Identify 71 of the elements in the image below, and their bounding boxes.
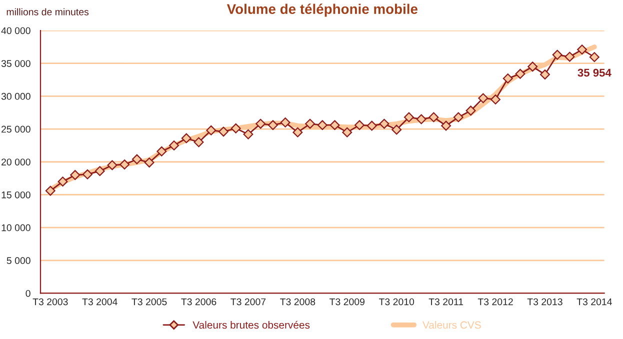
y-tick-label: 15 000: [2, 191, 30, 198]
point: [268, 120, 278, 130]
point: [132, 154, 142, 164]
point: [280, 117, 290, 128]
x-tick-label: T3 2013: [527, 298, 562, 306]
point: [342, 127, 352, 138]
point: [502, 73, 513, 84]
point: [82, 169, 92, 180]
point: [107, 160, 118, 170]
point: [45, 186, 56, 196]
x-tick-label: T3 2012: [478, 298, 513, 306]
x-tick-label: T3 2014: [576, 298, 612, 306]
x-tick-label: T3 2010: [378, 298, 414, 306]
point: [453, 112, 464, 122]
point: [194, 137, 204, 148]
point: [305, 118, 316, 129]
point: [416, 114, 426, 124]
point: [144, 158, 154, 168]
y-tick-label: 10 000: [2, 224, 30, 232]
point: [392, 124, 402, 135]
x-tick-label: T3 2003: [32, 298, 68, 306]
point: [206, 125, 216, 136]
legend-label: Valeurs brutes observées: [192, 320, 310, 329]
x-tick-label: T3 2011: [428, 298, 464, 306]
point: [317, 120, 328, 130]
point: [589, 52, 600, 62]
chart-title: Volume de téléphonie mobile: [226, 4, 418, 17]
point: [243, 129, 254, 140]
x-tick-label: T3 2006: [181, 298, 216, 306]
point: [218, 126, 228, 137]
point: [577, 44, 588, 55]
x-tick-label: T3 2008: [280, 298, 316, 306]
y-tick-label: 5 000: [6, 257, 30, 264]
legend-label: Valeurs CVS: [422, 321, 481, 329]
point: [292, 127, 303, 138]
point: [540, 70, 550, 80]
point: [230, 123, 241, 134]
point: [94, 166, 105, 176]
point: [466, 106, 476, 116]
point: [256, 118, 266, 129]
point: [379, 118, 390, 129]
point: [564, 52, 575, 62]
annotation: 35 954: [578, 68, 612, 77]
point: [330, 120, 340, 130]
y-tick-label: 35 000: [1, 60, 30, 67]
y-tick-label: 25 000: [2, 126, 30, 133]
y-tick-label: 30 000: [1, 92, 30, 100]
point: [70, 170, 80, 180]
point: [441, 120, 452, 131]
y-tick-label: 0: [26, 290, 30, 297]
point: [58, 176, 68, 187]
x-tick-label: T3 2004: [82, 298, 118, 306]
x-tick-label: T3 2009: [330, 298, 365, 306]
point: [490, 94, 500, 104]
y-axis-title: millions de minutes: [6, 8, 89, 16]
x-tick-label: T3 2007: [230, 298, 266, 306]
point: [181, 133, 192, 144]
point: [404, 112, 414, 122]
point: [156, 146, 167, 156]
point: [528, 62, 538, 72]
point: [354, 120, 364, 130]
point: [120, 160, 130, 170]
point: [552, 50, 562, 60]
x-tick-label: T3 2005: [132, 298, 167, 306]
point: [169, 140, 180, 150]
point: [366, 120, 377, 131]
y-tick-label: 20 000: [2, 158, 30, 166]
point: [515, 68, 526, 79]
point: [428, 112, 439, 122]
point: [478, 93, 488, 104]
y-tick-label: 40 000: [1, 27, 30, 34]
